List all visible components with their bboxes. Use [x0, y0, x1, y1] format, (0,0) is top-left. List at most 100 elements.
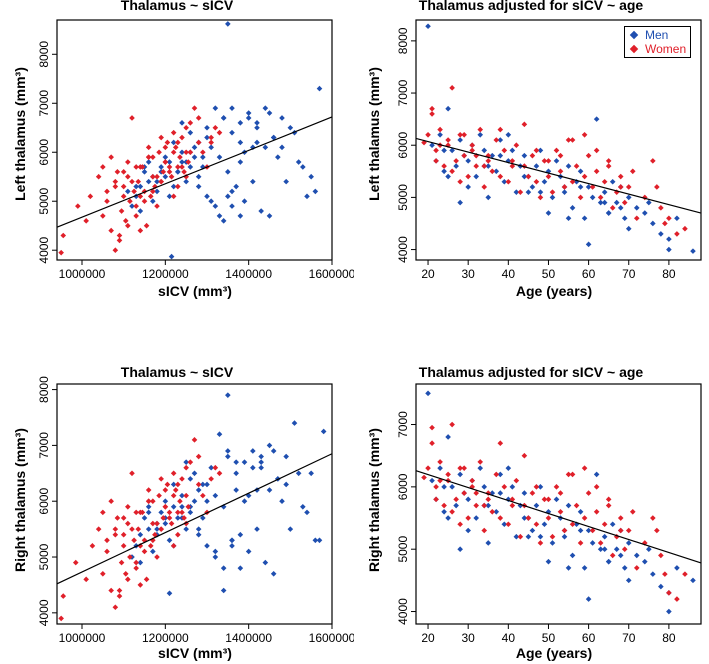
data-point-men [212, 548, 219, 555]
data-point-men [183, 178, 189, 185]
data-point-women [114, 515, 121, 521]
data-point-men [204, 481, 210, 488]
data-point-men [312, 188, 319, 195]
data-point-women [112, 183, 119, 190]
data-point-men [162, 520, 169, 527]
data-point-women [429, 424, 435, 431]
data-point-women [60, 593, 67, 599]
data-point-women [112, 247, 119, 254]
data-point-men [609, 521, 616, 528]
data-point-women [158, 476, 164, 482]
data-point-women [589, 527, 596, 534]
data-point-men [561, 189, 568, 195]
y-axis-label: Left thalamus (mm³) [366, 67, 382, 201]
data-point-women [533, 178, 540, 185]
data-point-women [183, 492, 189, 499]
legend-marker-men [629, 30, 639, 40]
data-point-women [481, 184, 488, 190]
data-point-women [621, 546, 628, 552]
data-point-women [658, 552, 664, 559]
data-point-women [449, 421, 455, 428]
data-point-men [553, 496, 560, 503]
data-point-women [181, 169, 187, 175]
data-point-women [175, 509, 181, 516]
data-point-men [453, 502, 459, 509]
data-point-women [127, 198, 133, 205]
data-point-men [166, 590, 173, 597]
x-tick-label: 1600000 [309, 267, 354, 281]
data-point-men [605, 558, 612, 565]
data-point-men [237, 120, 244, 126]
data-point-women [501, 147, 508, 154]
data-point-men [537, 484, 544, 490]
x-tick-label: 60 [582, 267, 596, 281]
data-point-men [191, 154, 198, 160]
data-point-men [270, 448, 277, 454]
data-point-women [617, 515, 624, 521]
data-point-women [569, 137, 576, 143]
data-point-men [283, 481, 289, 488]
y-axis-label: Right thalamus (mm³) [12, 428, 28, 572]
y-axis-label: Right thalamus (mm³) [366, 428, 382, 572]
data-point-women [521, 452, 528, 459]
data-point-men [179, 159, 185, 165]
data-point-men [473, 515, 480, 521]
data-point-women [191, 437, 198, 443]
scatter-plot-area: 20 30 40 50 60 70 80 4000 5000 6000 7000 [396, 383, 702, 645]
data-point-women [145, 144, 152, 151]
data-point-women [141, 198, 148, 205]
data-point-men [601, 189, 608, 195]
data-point-women [437, 126, 443, 133]
data-point-men [497, 471, 504, 478]
legend-label-men: Men [645, 28, 669, 42]
y-tick-label: 8000 [37, 376, 51, 403]
data-point-men [613, 199, 620, 206]
data-point-women [682, 571, 688, 577]
data-point-men [204, 193, 210, 200]
data-point-men [569, 205, 576, 211]
data-point-men [553, 158, 560, 164]
data-point-men [233, 470, 239, 477]
data-point-men [561, 533, 568, 540]
trend-line [56, 116, 333, 228]
data-point-men [650, 571, 656, 577]
data-point-men [437, 131, 443, 138]
data-point-men [304, 193, 310, 200]
chart-title: Thalamus ~ sICV [120, 0, 234, 13]
plot-frame [415, 383, 702, 625]
data-point-men [250, 144, 256, 151]
data-point-men [229, 105, 235, 111]
data-point-men [465, 184, 471, 190]
data-point-men [597, 546, 604, 552]
data-point-men [208, 144, 214, 151]
data-point-women [533, 147, 540, 154]
data-point-women [485, 152, 492, 159]
data-point-women [179, 134, 185, 141]
data-point-women [147, 543, 154, 549]
data-point-women [553, 147, 560, 154]
data-point-men [549, 194, 556, 201]
data-point-women [666, 215, 672, 222]
data-point-men [585, 184, 592, 190]
chart-title: Thalamus adjusted for sICV ~ age [418, 364, 644, 380]
legend-label-women: Women [645, 42, 687, 56]
data-point-women [433, 147, 439, 154]
data-point-men [477, 465, 484, 471]
data-point-men [187, 509, 194, 516]
panel-left-thalamus-age: Thalamus adjusted for sICV ~ age 20 30 40 5… [354, 0, 708, 332]
y-tick-label: 6000 [37, 139, 51, 166]
data-point-women [433, 158, 439, 164]
data-point-men [200, 154, 206, 160]
chart-title: Thalamus ~ sICV [120, 364, 234, 380]
data-point-men [191, 498, 198, 505]
data-point-men [250, 178, 256, 185]
data-point-men [279, 144, 285, 151]
data-point-men [485, 194, 492, 201]
data-point-women [461, 490, 467, 496]
data-point-women [449, 508, 455, 515]
data-point-women [569, 178, 576, 185]
data-point-women [469, 142, 475, 149]
data-point-men [195, 173, 202, 180]
data-point-men [457, 199, 463, 206]
data-point-women [658, 205, 664, 211]
